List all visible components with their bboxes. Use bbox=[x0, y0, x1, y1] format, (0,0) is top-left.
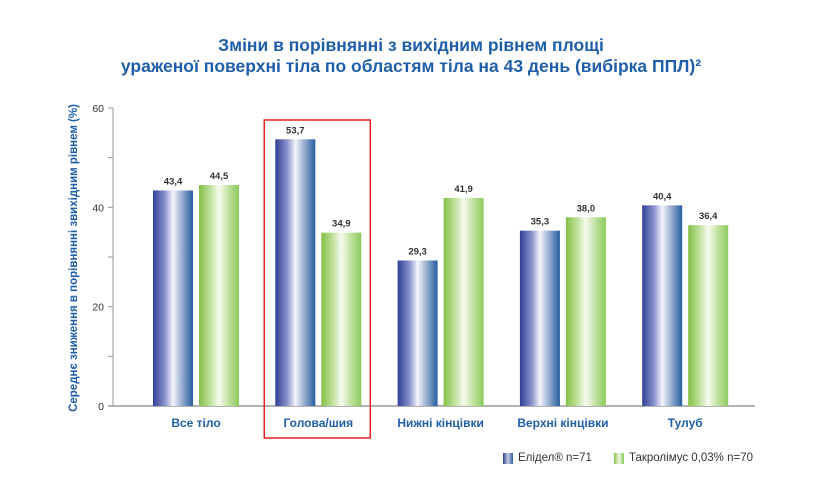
legend-item-elidel: Елідел® n=71 bbox=[503, 452, 592, 464]
legend-swatch-blue bbox=[503, 452, 513, 464]
legend-swatch-green bbox=[613, 452, 624, 464]
bar-tacrolimus bbox=[199, 184, 239, 406]
y-tick-label: 40 bbox=[92, 202, 104, 214]
x-category-label: Нижні кінцівки bbox=[397, 416, 484, 430]
bar-tacrolimus bbox=[565, 217, 606, 406]
data-label: 40,4 bbox=[653, 191, 672, 202]
data-label: 29,3 bbox=[408, 246, 427, 257]
bar-elidel bbox=[642, 205, 683, 406]
bar-elidel bbox=[519, 230, 560, 406]
data-label: 36,4 bbox=[699, 211, 718, 222]
y-tick-label: 60 bbox=[92, 103, 104, 115]
data-label: 41,9 bbox=[454, 184, 473, 195]
data-label: 43,4 bbox=[164, 176, 183, 187]
y-axis-label: Середнє зниження в порівнянні звихідним … bbox=[68, 104, 80, 412]
x-category-label: Голова/шия bbox=[283, 416, 353, 430]
bar-elidel bbox=[153, 190, 193, 406]
data-label: 53,7 bbox=[286, 125, 305, 136]
chart-title-line-1: Зміни в порівнянні з вихідним рівнем пло… bbox=[218, 35, 604, 55]
bar-elidel bbox=[275, 139, 316, 407]
legend-item-tacrolimus: Такролімус 0,03% n=70 bbox=[613, 452, 753, 464]
y-tick-label: 0 bbox=[98, 401, 104, 413]
bar-elidel bbox=[397, 260, 438, 406]
bar-tacrolimus bbox=[688, 225, 729, 406]
data-label: 38,0 bbox=[577, 203, 596, 214]
legend-label: Елідел® n=71 bbox=[518, 452, 592, 464]
legend-label: Такролімус 0,03% n=70 bbox=[628, 452, 753, 464]
x-category-label: Тулуб bbox=[668, 416, 703, 430]
chart-title-line-2: ураженої поверхні тіла по областям тіла … bbox=[120, 56, 702, 76]
y-tick-label: 20 bbox=[92, 302, 104, 314]
data-label: 34,9 bbox=[332, 219, 351, 230]
data-label: 35,3 bbox=[531, 217, 550, 228]
bar-tacrolimus bbox=[321, 232, 362, 406]
legend: Елідел® n=71 Такролімус 0,03% n=70 bbox=[503, 452, 753, 464]
x-category-label: Все тіло bbox=[171, 416, 220, 430]
bar-tacrolimus bbox=[443, 197, 484, 406]
highlight-box bbox=[263, 119, 372, 439]
x-category-label: Верхні кінцівки bbox=[517, 416, 608, 430]
data-label: 44,5 bbox=[210, 171, 229, 182]
